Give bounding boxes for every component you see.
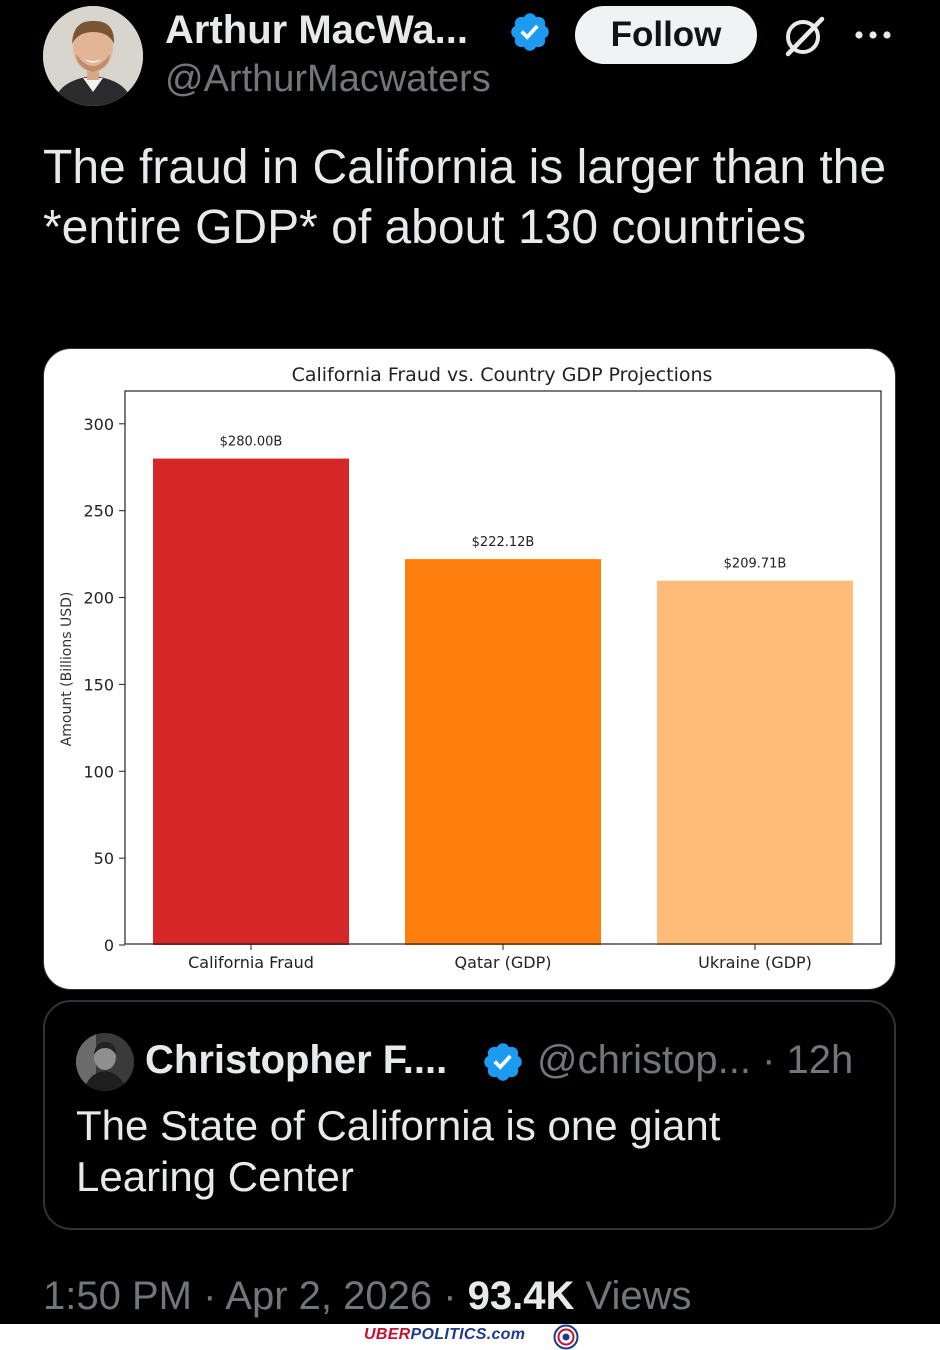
views-label: Views — [574, 1274, 692, 1318]
y-tick-label-5: 250 — [83, 502, 114, 521]
x-tick-label-0: California Fraud — [188, 953, 314, 972]
tweet-text: The fraud in California is larger than t… — [43, 141, 887, 254]
plot-area-frame — [124, 390, 882, 945]
author-handle[interactable]: @ArthurMacwaters — [165, 58, 491, 100]
grok-icon[interactable] — [782, 14, 826, 58]
watermark-bar: UBERPOLITICS.com — [0, 1324, 940, 1350]
bar-0 — [153, 458, 349, 945]
follow-button[interactable]: Follow — [575, 6, 757, 64]
chart-title: California Fraud vs. Country GDP Project… — [292, 364, 713, 386]
watermark-text: UBERPOLITICS.com — [364, 1326, 525, 1344]
quote-text: The State of California is one giant Lea… — [76, 1102, 721, 1200]
author-avatar-photo — [43, 6, 143, 106]
watermark-part2: POLITICS.com — [410, 1326, 526, 1343]
more-dots-icon[interactable] — [852, 20, 894, 50]
tweet-media-chart[interactable]: California Fraud vs. Country GDP Project… — [43, 348, 896, 990]
author-display-name[interactable]: Arthur MacWa... — [165, 8, 468, 52]
bar-chart: California Fraud vs. Country GDP Project… — [59, 364, 882, 972]
quote-avatar-photo — [76, 1033, 134, 1091]
verified-badge-icon — [484, 1043, 522, 1081]
y-axis-label: Amount (Billions USD) — [59, 592, 75, 747]
bar-value-label-0: $280.00B — [220, 435, 283, 450]
quote-avatar[interactable] — [76, 1033, 134, 1091]
y-tick-label-3: 150 — [83, 675, 114, 694]
tweet-time-date[interactable]: 1:50 PM · Apr 2, 2026 · — [43, 1274, 468, 1318]
x-tick-label-1: Qatar (GDP) — [455, 953, 552, 972]
bar-value-label-2: $209.71B — [724, 557, 787, 572]
y-tick-label-2: 100 — [83, 762, 114, 781]
watermark-part1: UBER — [364, 1326, 411, 1343]
quote-handle-time[interactable]: @christop... · 12h — [537, 1038, 854, 1082]
y-tick-label-4: 200 — [83, 589, 114, 608]
y-tick-label-6: 300 — [83, 415, 114, 434]
tweet-timestamp[interactable]: 1:50 PM · Apr 2, 2026 · 93.4K Views — [43, 1274, 692, 1319]
bar-2 — [657, 580, 853, 945]
x-tick-label-2: Ukraine (GDP) — [698, 953, 812, 972]
verified-badge-icon — [511, 13, 549, 51]
views-count: 93.4K — [467, 1274, 575, 1318]
y-tick-label-1: 50 — [94, 849, 114, 868]
quoted-tweet[interactable]: Christopher F.... @christop... · 12h The… — [43, 1000, 896, 1230]
quote-display-name[interactable]: Christopher F.... — [145, 1038, 448, 1082]
bar-1 — [405, 559, 601, 945]
y-tick-label-0: 0 — [104, 936, 114, 955]
author-avatar[interactable] — [43, 6, 143, 106]
watermark-logo-icon — [553, 1324, 579, 1350]
bar-value-label-1: $222.12B — [472, 535, 535, 550]
